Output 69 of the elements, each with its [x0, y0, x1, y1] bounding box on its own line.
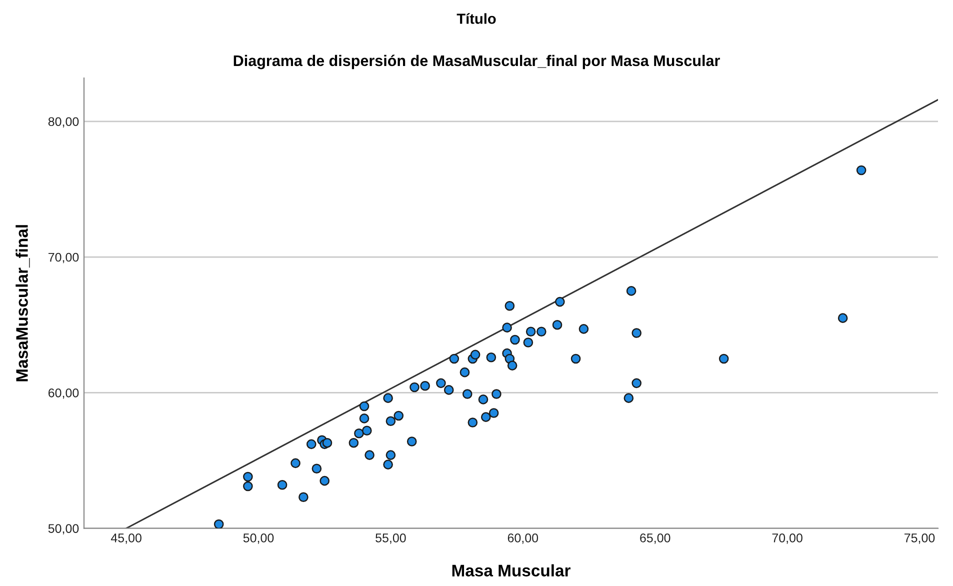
point: [312, 464, 322, 474]
point: [480, 412, 491, 422]
point: [214, 519, 224, 528]
point: [470, 350, 480, 360]
point: [552, 320, 562, 330]
point: [856, 165, 866, 176]
point: [406, 436, 417, 446]
point: [243, 472, 253, 482]
point: [632, 378, 642, 388]
point: [502, 322, 512, 332]
point: [468, 418, 478, 428]
point: [322, 438, 332, 448]
point: [507, 360, 518, 370]
x-tick-label: 70,00: [772, 533, 802, 544]
point: [449, 354, 460, 364]
point: [488, 408, 499, 418]
point: [364, 450, 374, 460]
x-tick-label: 45,00: [110, 533, 142, 544]
point: [243, 481, 253, 492]
point: [410, 382, 420, 392]
point: [420, 380, 430, 391]
point: [462, 389, 472, 399]
point: [298, 492, 308, 502]
point: [359, 414, 370, 424]
x-tick-label: 65,00: [640, 533, 670, 544]
point: [570, 354, 581, 364]
point: [348, 438, 359, 448]
point: [436, 378, 446, 388]
point: [383, 393, 393, 403]
point: [460, 367, 470, 378]
point: [624, 393, 634, 403]
point: [486, 352, 496, 362]
point: [478, 394, 488, 404]
y-tick-label: 80,00: [48, 117, 79, 128]
point: [394, 410, 404, 421]
point: [626, 286, 636, 296]
point: [362, 426, 372, 436]
point: [386, 450, 396, 460]
point: [523, 338, 534, 348]
y-tick-label: 60,00: [48, 388, 79, 399]
x-tick-label: 75,00: [904, 533, 935, 544]
point: [510, 334, 520, 345]
point: [444, 385, 454, 395]
x-tick-label: 50,00: [243, 533, 274, 544]
point: [306, 439, 316, 450]
y-axis-title: MasaMuscular_final: [16, 225, 30, 382]
y-tick-label: 70,00: [48, 252, 79, 264]
point: [492, 389, 502, 399]
point: [555, 296, 565, 307]
point: [290, 458, 300, 468]
point: [320, 476, 330, 486]
x-tick-label: 55,00: [376, 533, 406, 544]
point: [838, 313, 848, 323]
chart-subtitle: Diagrama de dispersión de MasaMuscular_final por Masa Muscular: [234, 54, 720, 70]
x-tick-label: 60,00: [508, 533, 538, 544]
point: [536, 326, 546, 337]
y-tick-label: 50,00: [48, 524, 79, 534]
point: [383, 460, 393, 470]
point: [359, 401, 370, 412]
point: [354, 428, 364, 438]
point: [632, 328, 642, 338]
point: [578, 324, 589, 334]
chart-title: Título: [456, 13, 496, 24]
point: [386, 416, 396, 426]
x-axis-title: Masa Muscular: [452, 564, 570, 576]
point: [718, 354, 729, 364]
point: [277, 480, 288, 490]
point: [504, 300, 515, 311]
point: [526, 326, 536, 337]
